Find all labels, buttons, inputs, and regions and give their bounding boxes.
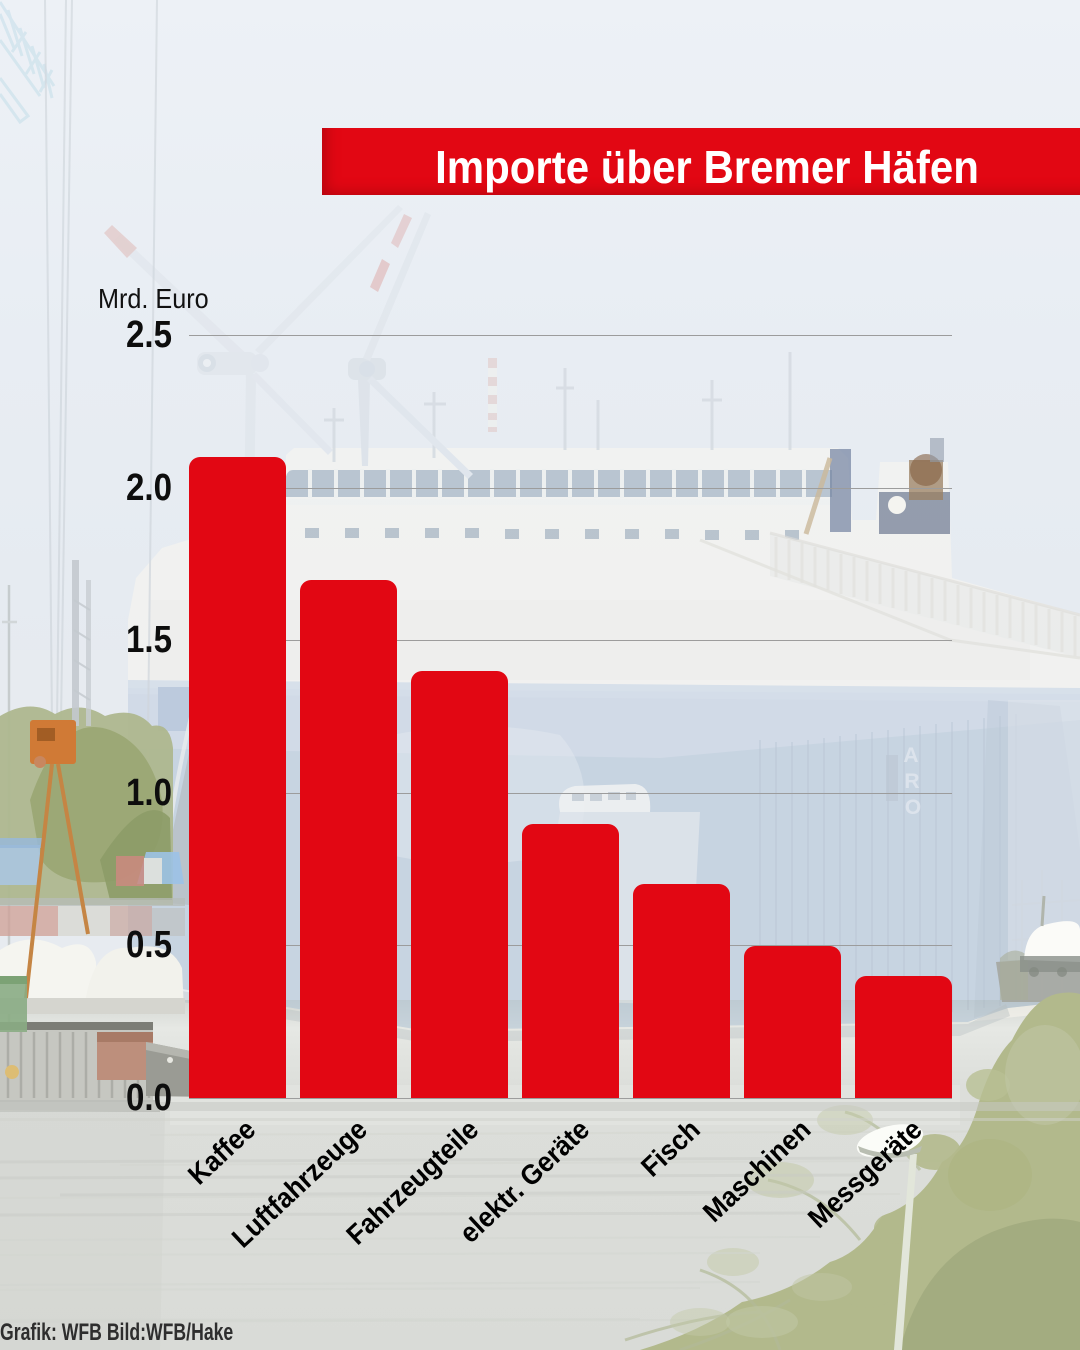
- svg-text:A: A: [903, 744, 918, 767]
- svg-text:O: O: [905, 796, 921, 819]
- svg-text:R: R: [904, 770, 919, 793]
